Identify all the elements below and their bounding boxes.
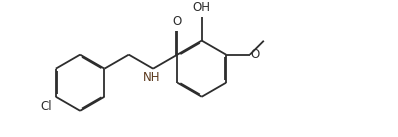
Text: NH: NH	[142, 72, 160, 85]
Text: O: O	[173, 15, 182, 28]
Text: OH: OH	[193, 1, 211, 14]
Text: Cl: Cl	[41, 101, 52, 113]
Text: O: O	[251, 48, 260, 61]
